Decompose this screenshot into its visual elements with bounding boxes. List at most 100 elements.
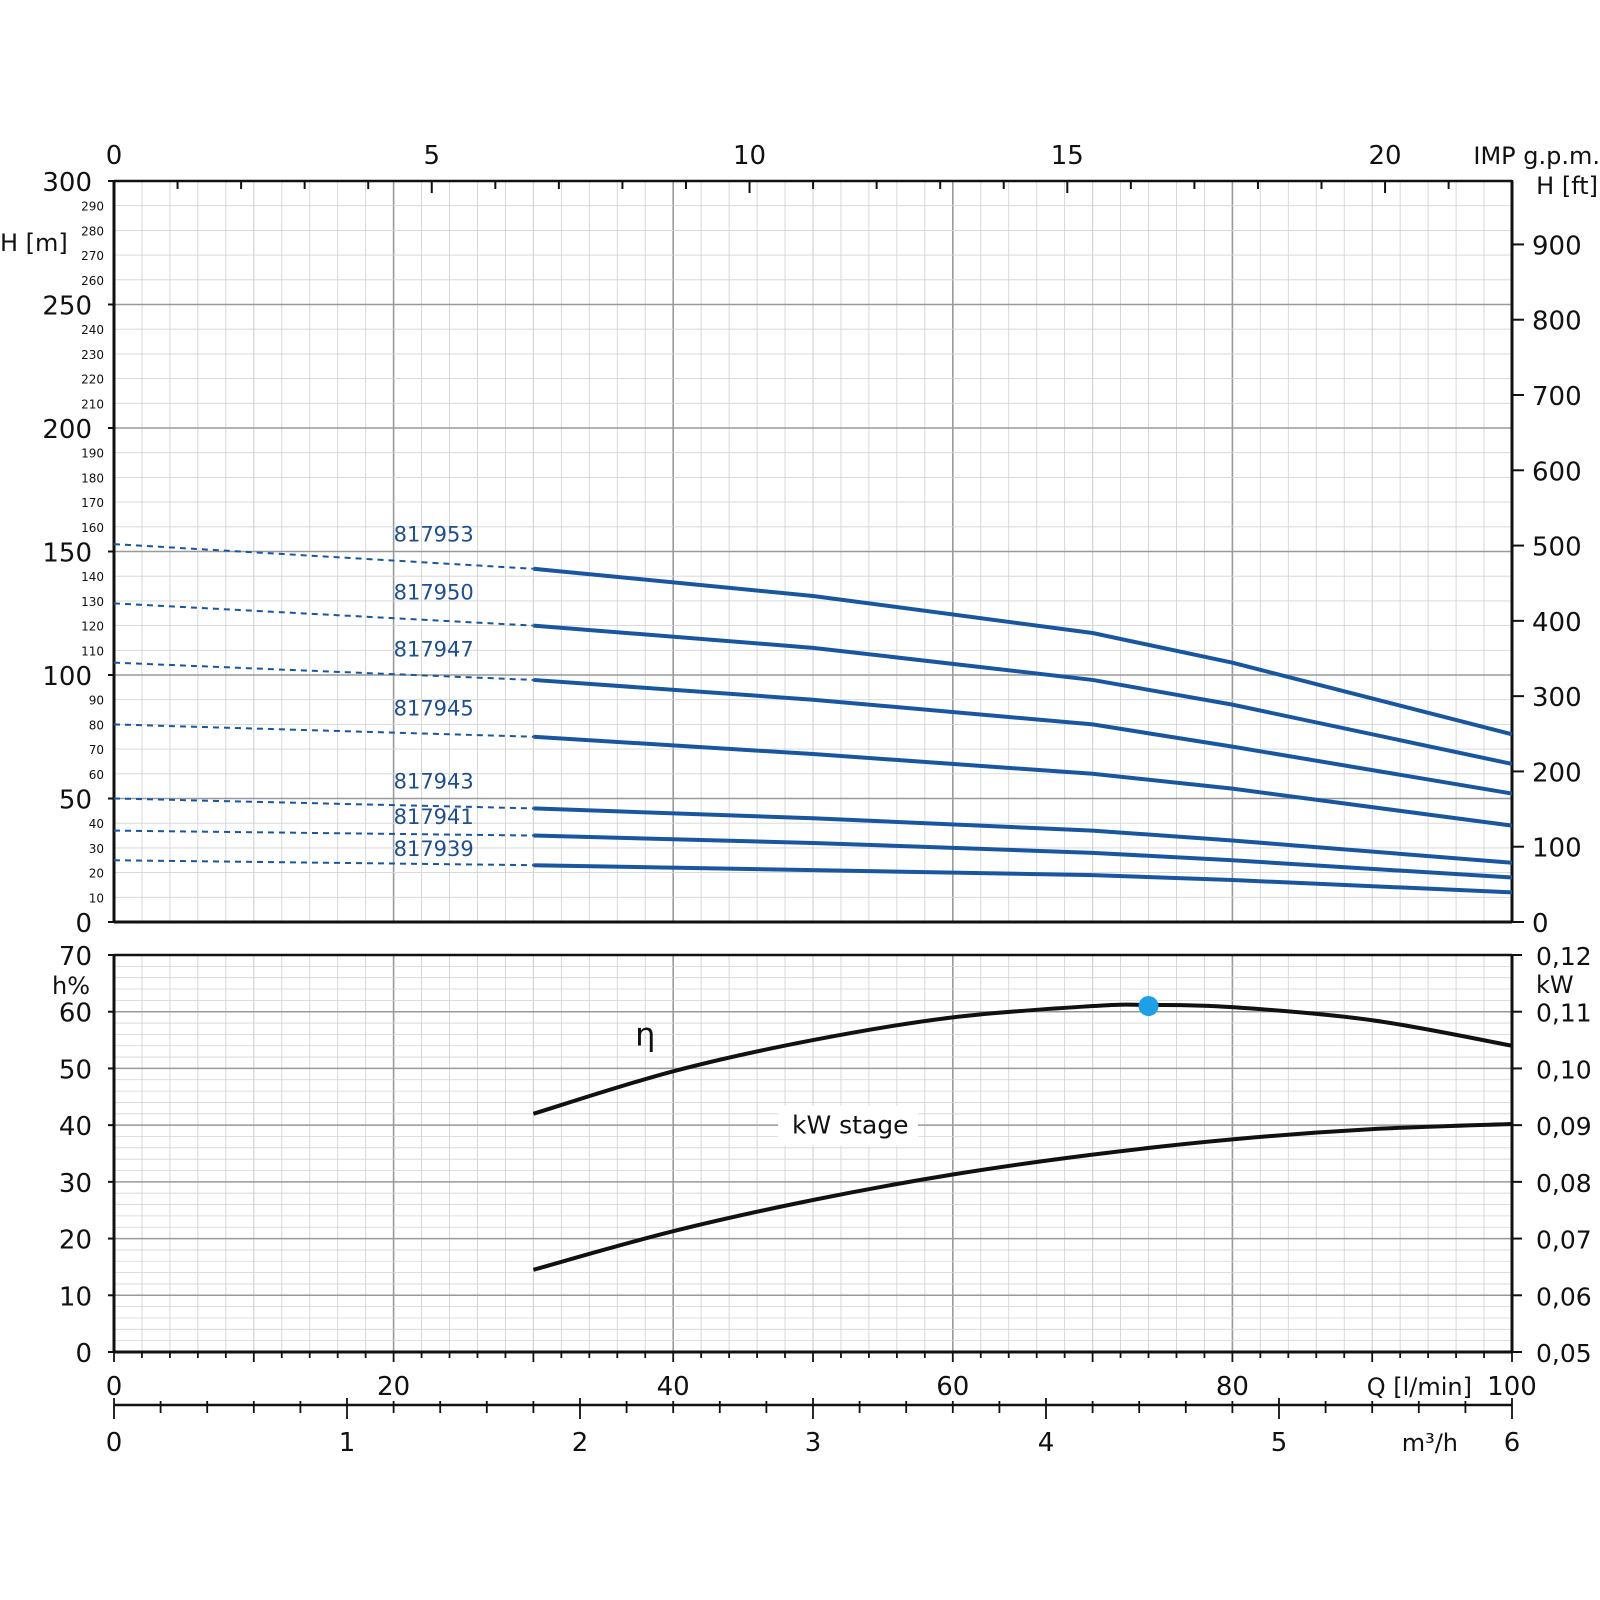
head-y-minor-label: 40 [89, 817, 104, 831]
head-curve-dashed-817950 [113, 602, 534, 627]
head-y-minor-label: 90 [89, 694, 104, 708]
ft-tick-label: 100 [1532, 834, 1582, 864]
eff-tick-label: 20 [59, 1226, 92, 1256]
gpm-tick-label: 15 [1051, 141, 1084, 171]
model-label-817945: 817945 [394, 697, 474, 721]
m3h-tick-label: 0 [106, 1428, 123, 1458]
eff-tick-label: 70 [59, 942, 92, 972]
model-label-817943: 817943 [394, 770, 474, 794]
axes-layer [108, 179, 1524, 1419]
head-curve-817939 [533, 863, 1513, 895]
best-efficiency-point [1138, 996, 1159, 1017]
head-y-minor-label: 170 [81, 496, 104, 510]
head-y-minor-label: 120 [81, 620, 104, 634]
model-label-817950: 817950 [394, 581, 474, 605]
ft-tick-label: 900 [1532, 231, 1582, 261]
m3h-tick-label: 6 [1504, 1428, 1521, 1458]
lmin-tick-label: 60 [936, 1372, 969, 1402]
head-y-minor-label: 190 [81, 447, 104, 461]
head-y-minor-label: 10 [89, 891, 104, 905]
head-y-minor-label: 240 [81, 323, 104, 337]
eff-tick-label: 50 [59, 1055, 92, 1085]
kw-tick-label: 0,12 [1536, 942, 1592, 971]
ft-tick-label: 800 [1532, 307, 1582, 337]
series-layer [113, 543, 1513, 1272]
eff-tick-label: 10 [59, 1282, 92, 1312]
head-y-minor-label: 270 [81, 249, 104, 263]
m3h-axis-title: m³/h [1402, 1429, 1458, 1457]
kw-tick-label: 0,11 [1536, 999, 1592, 1028]
m3h-tick-label: 5 [1271, 1428, 1288, 1458]
model-label-817953: 817953 [394, 523, 474, 547]
head-y-minor-label: 230 [81, 348, 104, 362]
m3h-tick-label: 1 [339, 1428, 356, 1458]
efficiency-curve-label: η [635, 1016, 655, 1054]
ft-tick-label: 300 [1532, 683, 1582, 713]
head-curve-dashed-817941 [113, 829, 534, 837]
lmin-tick-label: 0 [106, 1372, 123, 1402]
eff-y-title: h% [52, 972, 90, 1000]
lmin-tick-label: 80 [1216, 1372, 1249, 1402]
kw-stage-label-bg [778, 1105, 919, 1146]
head-y-minor-label: 160 [81, 521, 104, 535]
gpm-tick-label: 5 [423, 141, 440, 171]
ft-tick-label: 0 [1532, 909, 1549, 939]
lmin-tick-label: 40 [657, 1372, 690, 1402]
head-y-minor-label: 60 [89, 768, 104, 782]
efficiency-curve [532, 1002, 1513, 1116]
eff-tick-label: 60 [59, 999, 92, 1029]
head-y-minor-label: 110 [81, 644, 104, 658]
eff-tick-label: 40 [59, 1112, 92, 1142]
eff-tick-label: 0 [75, 1339, 92, 1369]
ft-axis-title: H [ft] [1536, 172, 1598, 200]
kw-y-title: kW [1536, 971, 1574, 999]
gpm-axis-title: IMP g.p.m. [1473, 142, 1600, 170]
labels-layer: 0 5 10 15 20 IMP g.p.m.0501001502002503001020… [0, 141, 1600, 1458]
head-y-major-label: 200 [42, 415, 92, 445]
lmin-tick-label: 100 [1487, 1372, 1537, 1402]
lmin-tick-label: 20 [377, 1372, 410, 1402]
kw-tick-label: 0,09 [1536, 1112, 1592, 1141]
kw-stage-label: kW stage [792, 1111, 909, 1140]
head-curve-817945 [533, 734, 1513, 828]
head-y-minor-label: 140 [81, 570, 104, 584]
lmin-axis-title: Q [l/min] [1367, 1373, 1472, 1401]
head-curve-dashed-817939 [113, 859, 534, 867]
head-y-minor-label: 260 [81, 274, 104, 288]
head-y-major-label: 0 [75, 909, 92, 939]
eff-tick-label: 30 [59, 1169, 92, 1199]
kw-tick-label: 0,08 [1536, 1169, 1592, 1198]
head-y-minor-label: 280 [81, 224, 104, 238]
head-y-minor-label: 30 [89, 842, 104, 856]
model-label-817947: 817947 [394, 637, 474, 661]
head-curve-dashed-817943 [113, 797, 534, 810]
head-curve-dashed-817947 [113, 661, 534, 681]
ft-tick-label: 200 [1532, 758, 1582, 788]
model-label-817941: 817941 [394, 805, 474, 829]
m3h-tick-label: 4 [1038, 1428, 1055, 1458]
head-y-minor-label: 180 [81, 471, 104, 485]
model-label-817939: 817939 [394, 837, 474, 861]
kw-stage-curve [532, 1122, 1513, 1272]
head-y-major-label: 250 [42, 292, 92, 322]
head-y-title: H [m] [0, 229, 68, 257]
gpm-tick-label: 0 [106, 141, 123, 171]
head-y-major-label: 100 [42, 662, 92, 692]
head-curve-817947 [533, 677, 1513, 796]
head-y-minor-label: 220 [81, 373, 104, 387]
head-y-minor-label: 290 [81, 200, 104, 214]
head-curve-dashed-817945 [113, 723, 534, 738]
head-y-minor-label: 210 [81, 397, 104, 411]
head-y-minor-label: 70 [89, 743, 104, 757]
head-y-major-label: 50 [59, 786, 92, 816]
m3h-tick-label: 3 [805, 1428, 822, 1458]
head-y-minor-label: 20 [89, 867, 104, 881]
head-curve-817941 [533, 833, 1513, 880]
kw-tick-label: 0,05 [1536, 1339, 1592, 1368]
ft-tick-label: 700 [1532, 382, 1582, 412]
head-y-minor-label: 80 [89, 718, 104, 732]
head-curve-dashed-817953 [113, 543, 534, 570]
head-curve-817953 [533, 566, 1513, 737]
head-curve-817943 [533, 806, 1513, 865]
